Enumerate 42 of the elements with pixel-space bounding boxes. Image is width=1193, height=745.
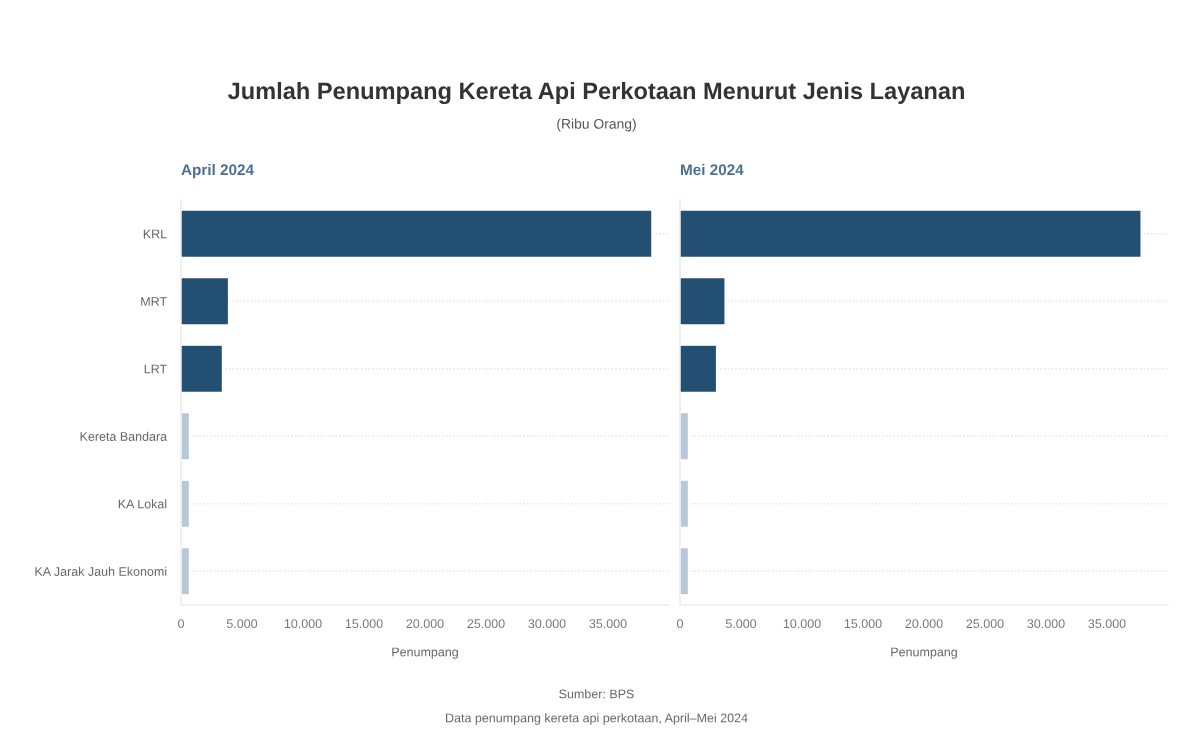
x-tick-label: 25.000: [966, 619, 1004, 629]
bar: [680, 479, 690, 529]
bar: [680, 209, 1142, 259]
bar: [181, 344, 224, 394]
y-tick-label: KA Lokal: [118, 499, 167, 509]
x-tick-label: 15.000: [844, 619, 882, 629]
x-tick-label: 30.000: [1027, 619, 1065, 629]
x-tick-label: 5.000: [226, 619, 258, 629]
y-tick-label: KA Jarak Jauh Ekonomi: [35, 566, 167, 576]
x-tick-label: 10.000: [284, 619, 322, 629]
x-tick-label: 15.000: [345, 619, 383, 629]
bar: [680, 276, 726, 326]
x-tick-label: 30.000: [528, 619, 566, 629]
x-tick-label: 10.000: [783, 619, 821, 629]
text: (Ribu Orang): [557, 118, 636, 132]
text: Sumber: BPS: [559, 689, 634, 699]
x-axis-title: Penumpang: [392, 647, 458, 659]
x-tick-label: 5.000: [725, 619, 757, 629]
bar: [680, 411, 690, 461]
x-tick-label: 35.000: [1088, 619, 1126, 629]
text: Data penumpang kereta api perkotaan, April–Mei 2024: [446, 713, 748, 725]
bar: [181, 479, 191, 529]
y-tick-label: MRT: [141, 297, 167, 306]
bar: [680, 344, 718, 394]
y-tick-label: LRT: [144, 364, 167, 374]
bar: [181, 546, 191, 596]
bar: [181, 276, 230, 326]
x-axis-title: Penumpang: [891, 647, 957, 659]
x-tick-label: 20.000: [905, 619, 943, 629]
x-tick-label: 25.000: [467, 619, 505, 629]
x-tick-label: 0: [677, 619, 683, 629]
bar: [181, 411, 191, 461]
x-tick-label: 35.000: [589, 619, 627, 629]
y-tick-label: Kereta Bandara: [80, 431, 168, 441]
bar: [680, 546, 690, 596]
y-tick-label: KRL: [143, 229, 167, 239]
x-tick-label: 0: [178, 619, 184, 629]
bar: [181, 209, 653, 259]
chart-title: April 2024: [181, 163, 254, 179]
x-tick-label: 20.000: [406, 619, 444, 629]
chart-title: Mei 2024: [681, 163, 744, 176]
text: Jumlah Penumpang Kereta Api Perkotaan Menurut Jenis Layanan: [227, 81, 964, 105]
